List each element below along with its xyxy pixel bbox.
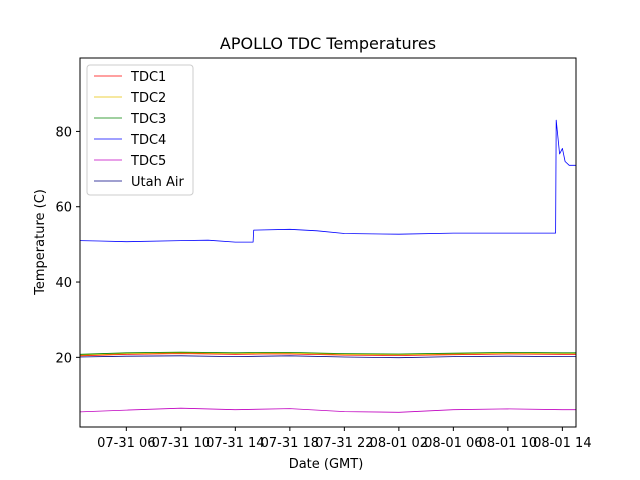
series-lines	[80, 119, 576, 413]
x-tick-label: 08-01 14	[533, 436, 591, 451]
y-axis-ticks: 20 40 60 80	[55, 125, 80, 366]
series-line-tdc1	[80, 353, 576, 357]
y-tick-label: 80	[55, 125, 72, 140]
x-tick-label: 07-31 10	[152, 436, 210, 451]
y-tick-label: 60	[55, 201, 72, 216]
series-line-tdc3	[80, 351, 576, 355]
y-tick-label: 40	[55, 276, 72, 291]
x-tick-label: 07-31 06	[97, 436, 155, 451]
legend-box	[86, 64, 194, 196]
legend-label-tdc1: TDC1	[130, 70, 166, 85]
series-line-tdc4	[80, 119, 576, 243]
legend-label-tdc2: TDC2	[130, 91, 166, 106]
legend-label-tdc4: TDC4	[130, 133, 166, 148]
legend-label-tdc5: TDC5	[130, 154, 166, 169]
legend-label-utah-air: Utah Air	[131, 175, 184, 190]
x-tick-label: 07-31 22	[315, 436, 373, 451]
y-axis-label: Temperature (C)	[33, 189, 48, 296]
x-tick-label: 08-01 02	[370, 436, 428, 451]
plot-frame	[79, 57, 577, 428]
series-line-utah-air	[80, 355, 576, 359]
x-tick-label: 07-31 18	[261, 436, 319, 451]
x-tick-label: 08-01 06	[424, 436, 482, 451]
legend: TDC1 TDC2 TDC3 TDC4 TDC5 Utah Air	[86, 64, 194, 196]
legend-label-tdc3: TDC3	[130, 112, 166, 127]
series-line-tdc2	[80, 352, 576, 356]
y-tick-label: 20	[55, 351, 72, 366]
x-tick-label: 08-01 10	[479, 436, 537, 451]
chart-title: APOLLO TDC Temperatures	[220, 34, 436, 53]
x-tick-label: 07-31 14	[206, 436, 264, 451]
x-axis-label: Date (GMT)	[289, 457, 364, 472]
series-line-tdc5	[80, 407, 576, 413]
